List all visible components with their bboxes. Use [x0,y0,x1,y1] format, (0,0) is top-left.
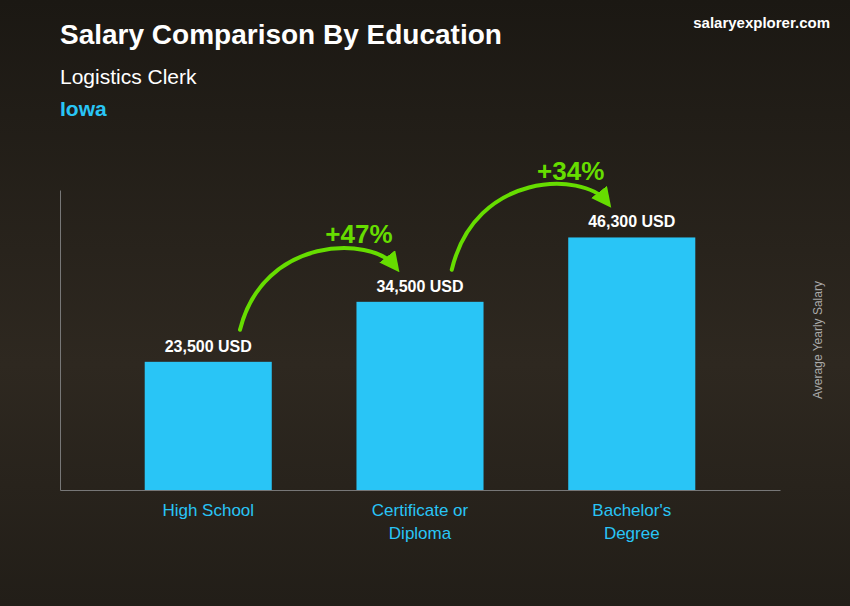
x-tick: Certificate or Diploma [372,501,469,543]
background [0,0,850,606]
bar [356,302,483,490]
annotations: +47% +34% [240,156,606,330]
y-axis [60,191,61,491]
x-tick: Bachelor's Degree [592,501,671,543]
x-axis-line [61,490,781,491]
data-label: 23,500 USD [165,338,252,355]
data-label: 46,300 USD [588,213,675,230]
x-tick-label-line: Bachelor's [592,501,671,520]
data-labels: 23,500 USD 34,500 USD 46,300 USD [165,213,676,354]
bar [145,362,272,490]
x-tick-label-line: Degree [604,524,660,543]
chart-container: Salary Comparison By Education Logistics … [0,0,850,606]
x-tick-label-line: Certificate or [372,501,469,520]
x-axis: High School Certificate or Diploma Bachelor… [61,491,781,544]
bars [145,237,696,490]
arrow [452,184,607,270]
title: Salary Comparison By Education [60,19,502,50]
arrow [240,248,395,330]
annotation: +47% [325,219,392,249]
source: salaryexplorer.com [693,14,830,31]
x-tick-label: Bachelor's Degree [592,501,671,543]
x-tick-label: Certificate or Diploma [372,501,469,543]
chart-svg: Salary Comparison By Education Logistics … [0,0,850,606]
bar [568,237,695,490]
subtitle: Logistics Clerk [60,65,197,88]
x-tick-label-line: High School [162,501,254,520]
x-tick-label: High School [162,501,254,520]
y-axis-line [60,191,61,491]
data-label: 34,500 USD [376,278,463,295]
annotation: +34% [537,156,604,186]
y-axis-title: Average Yearly Salary [811,281,825,399]
x-tick: High School [162,501,254,520]
subtitle: Iowa [60,97,107,120]
x-tick-label-line: Diploma [389,524,452,543]
